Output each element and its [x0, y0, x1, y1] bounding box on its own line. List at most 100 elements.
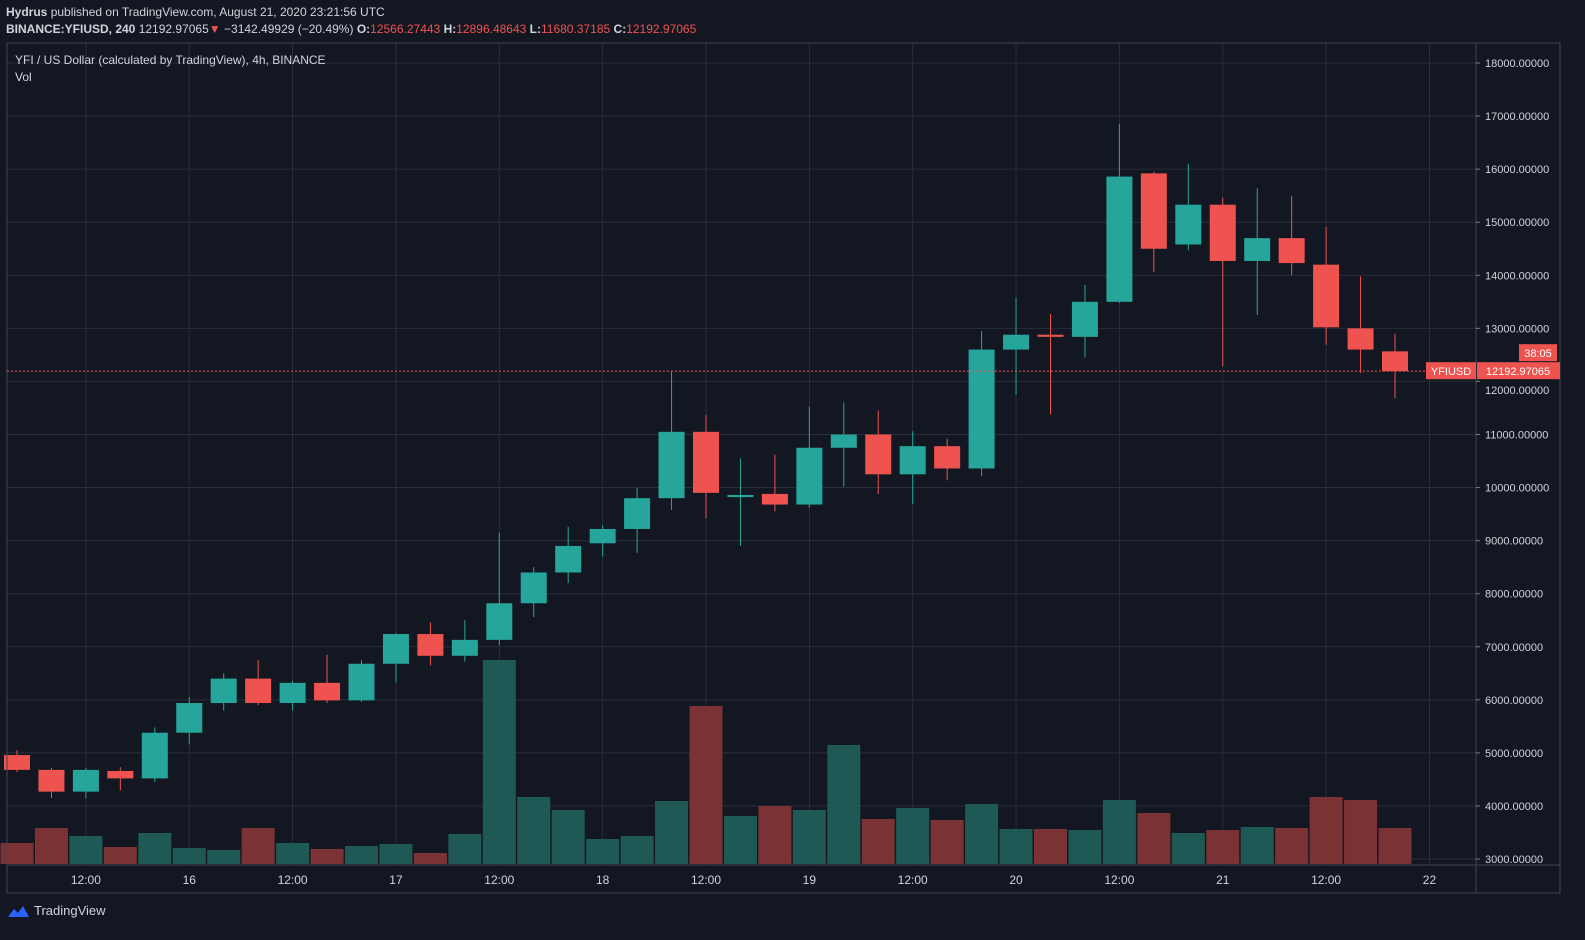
volume-bar	[1102, 800, 1136, 864]
y-tick-label: 14000.00000	[1485, 270, 1549, 282]
candle-body	[141, 732, 168, 779]
candle-body	[314, 682, 341, 701]
candle-body	[658, 431, 685, 499]
symbol-badge	[1426, 362, 1476, 380]
volume-bar	[827, 745, 861, 864]
y-tick-label: 11000.00000	[1485, 429, 1548, 441]
volume-bar	[792, 810, 826, 864]
volume-bar	[999, 829, 1033, 864]
candle-body	[4, 755, 30, 770]
volume-bar	[1309, 797, 1343, 864]
y-tick-label: 3000.00000	[1485, 854, 1543, 866]
cloud-logo-icon	[8, 905, 29, 917]
candle-body	[693, 431, 719, 493]
volume-bar	[655, 801, 689, 864]
candle-body	[279, 682, 306, 704]
x-tick-label: 12:00	[1104, 873, 1134, 887]
volume-bar	[689, 706, 723, 864]
volume-bar	[69, 836, 103, 864]
symbol: BINANCE:YFIUSD, 240	[6, 22, 136, 36]
candle-body	[865, 434, 892, 475]
grid	[7, 43, 1476, 865]
volume-bar	[1378, 828, 1412, 864]
candle-body	[761, 493, 788, 505]
volume-bar	[34, 828, 68, 864]
x-tick-label: 12:00	[898, 873, 928, 887]
axes: 18000.00000 17000.00000 16000.00000 15000.0…	[6, 42, 1561, 894]
candle-body	[382, 634, 409, 664]
publisher-name: Hydrus	[6, 5, 48, 19]
volume-bar	[896, 808, 930, 864]
x-tick-label: 19	[803, 873, 817, 887]
x-tick-label: 12:00	[484, 873, 514, 887]
candle-body	[1347, 328, 1374, 350]
high-label: H:	[443, 22, 457, 36]
y-tick-label: 4000.00000	[1485, 801, 1543, 813]
candle-body	[589, 528, 616, 544]
high-value: 12896.48643	[456, 22, 527, 36]
candle-body	[1382, 351, 1408, 372]
open-value: 12566.27443	[370, 22, 441, 36]
candle-body	[796, 447, 823, 505]
countdown-label: 38:05	[1524, 348, 1552, 360]
candle-body	[555, 545, 582, 573]
y-tick-label: 16000.00000	[1485, 164, 1549, 176]
volume-bar	[310, 849, 344, 864]
candle-body	[107, 770, 134, 779]
volume-bar	[1034, 829, 1067, 864]
x-tick-label: 22	[1423, 873, 1437, 887]
candles	[4, 124, 1408, 799]
x-tick-label: 17	[389, 873, 403, 887]
volume-bar	[103, 847, 137, 864]
x-tick-label: 16	[183, 873, 197, 887]
y-tick-label: 6000.00000	[1485, 695, 1543, 707]
candle-body	[72, 769, 99, 792]
candle-body	[624, 498, 651, 529]
candle-body	[486, 603, 513, 640]
candle-body	[38, 769, 65, 792]
candle-body	[934, 446, 961, 469]
y-tick-label: 5000.00000	[1485, 748, 1543, 760]
volume-bar	[517, 797, 551, 864]
y-tick-label: 10000.00000	[1485, 483, 1549, 495]
volume-bar	[1240, 827, 1274, 864]
volume-bar	[551, 810, 585, 864]
candle-body	[210, 678, 237, 704]
chart-frame	[6, 42, 1561, 894]
volume-bar	[138, 833, 172, 864]
y-tick-label: 8000.00000	[1485, 589, 1543, 601]
volume-bar	[172, 848, 206, 864]
candle-body	[1140, 173, 1167, 249]
volume-bar	[861, 819, 895, 864]
volume-bar	[965, 804, 999, 864]
publish-info: Hydrus published on TradingView.com, Aug…	[6, 5, 385, 19]
volume-bar	[1344, 800, 1378, 864]
tradingview-logo[interactable]: TradingView	[6, 903, 106, 918]
volume-bar	[930, 820, 964, 864]
y-tick-label: 15000.00000	[1485, 217, 1549, 229]
candle-body	[245, 678, 272, 704]
y-tick-label: 18000.00000	[1485, 58, 1549, 70]
candle-body	[727, 494, 754, 498]
candle-body	[417, 634, 444, 656]
symbol-badge-label: YFIUSD	[1431, 366, 1471, 378]
candle-body	[1278, 238, 1305, 264]
open-label: O:	[356, 22, 371, 36]
candle-body	[1209, 204, 1236, 261]
y-tick-label: 7000.00000	[1485, 642, 1543, 654]
volume-bars	[0, 660, 1412, 864]
volume-bar	[1275, 828, 1309, 864]
volume-bar	[620, 836, 654, 864]
volume-bar	[586, 839, 620, 864]
volume-bar	[1068, 830, 1102, 864]
volume-bar	[1171, 833, 1205, 864]
y-tick-label: 12000.00000	[1485, 385, 1549, 397]
candle-body	[1003, 334, 1030, 350]
x-tick-label: 21	[1216, 873, 1230, 887]
volume-bar	[758, 806, 792, 864]
price-badge-label: 12192.97065	[1486, 366, 1550, 378]
volume-bar	[413, 853, 447, 864]
volume-bar	[1206, 830, 1240, 864]
x-tick-label: 12:00	[278, 873, 308, 887]
